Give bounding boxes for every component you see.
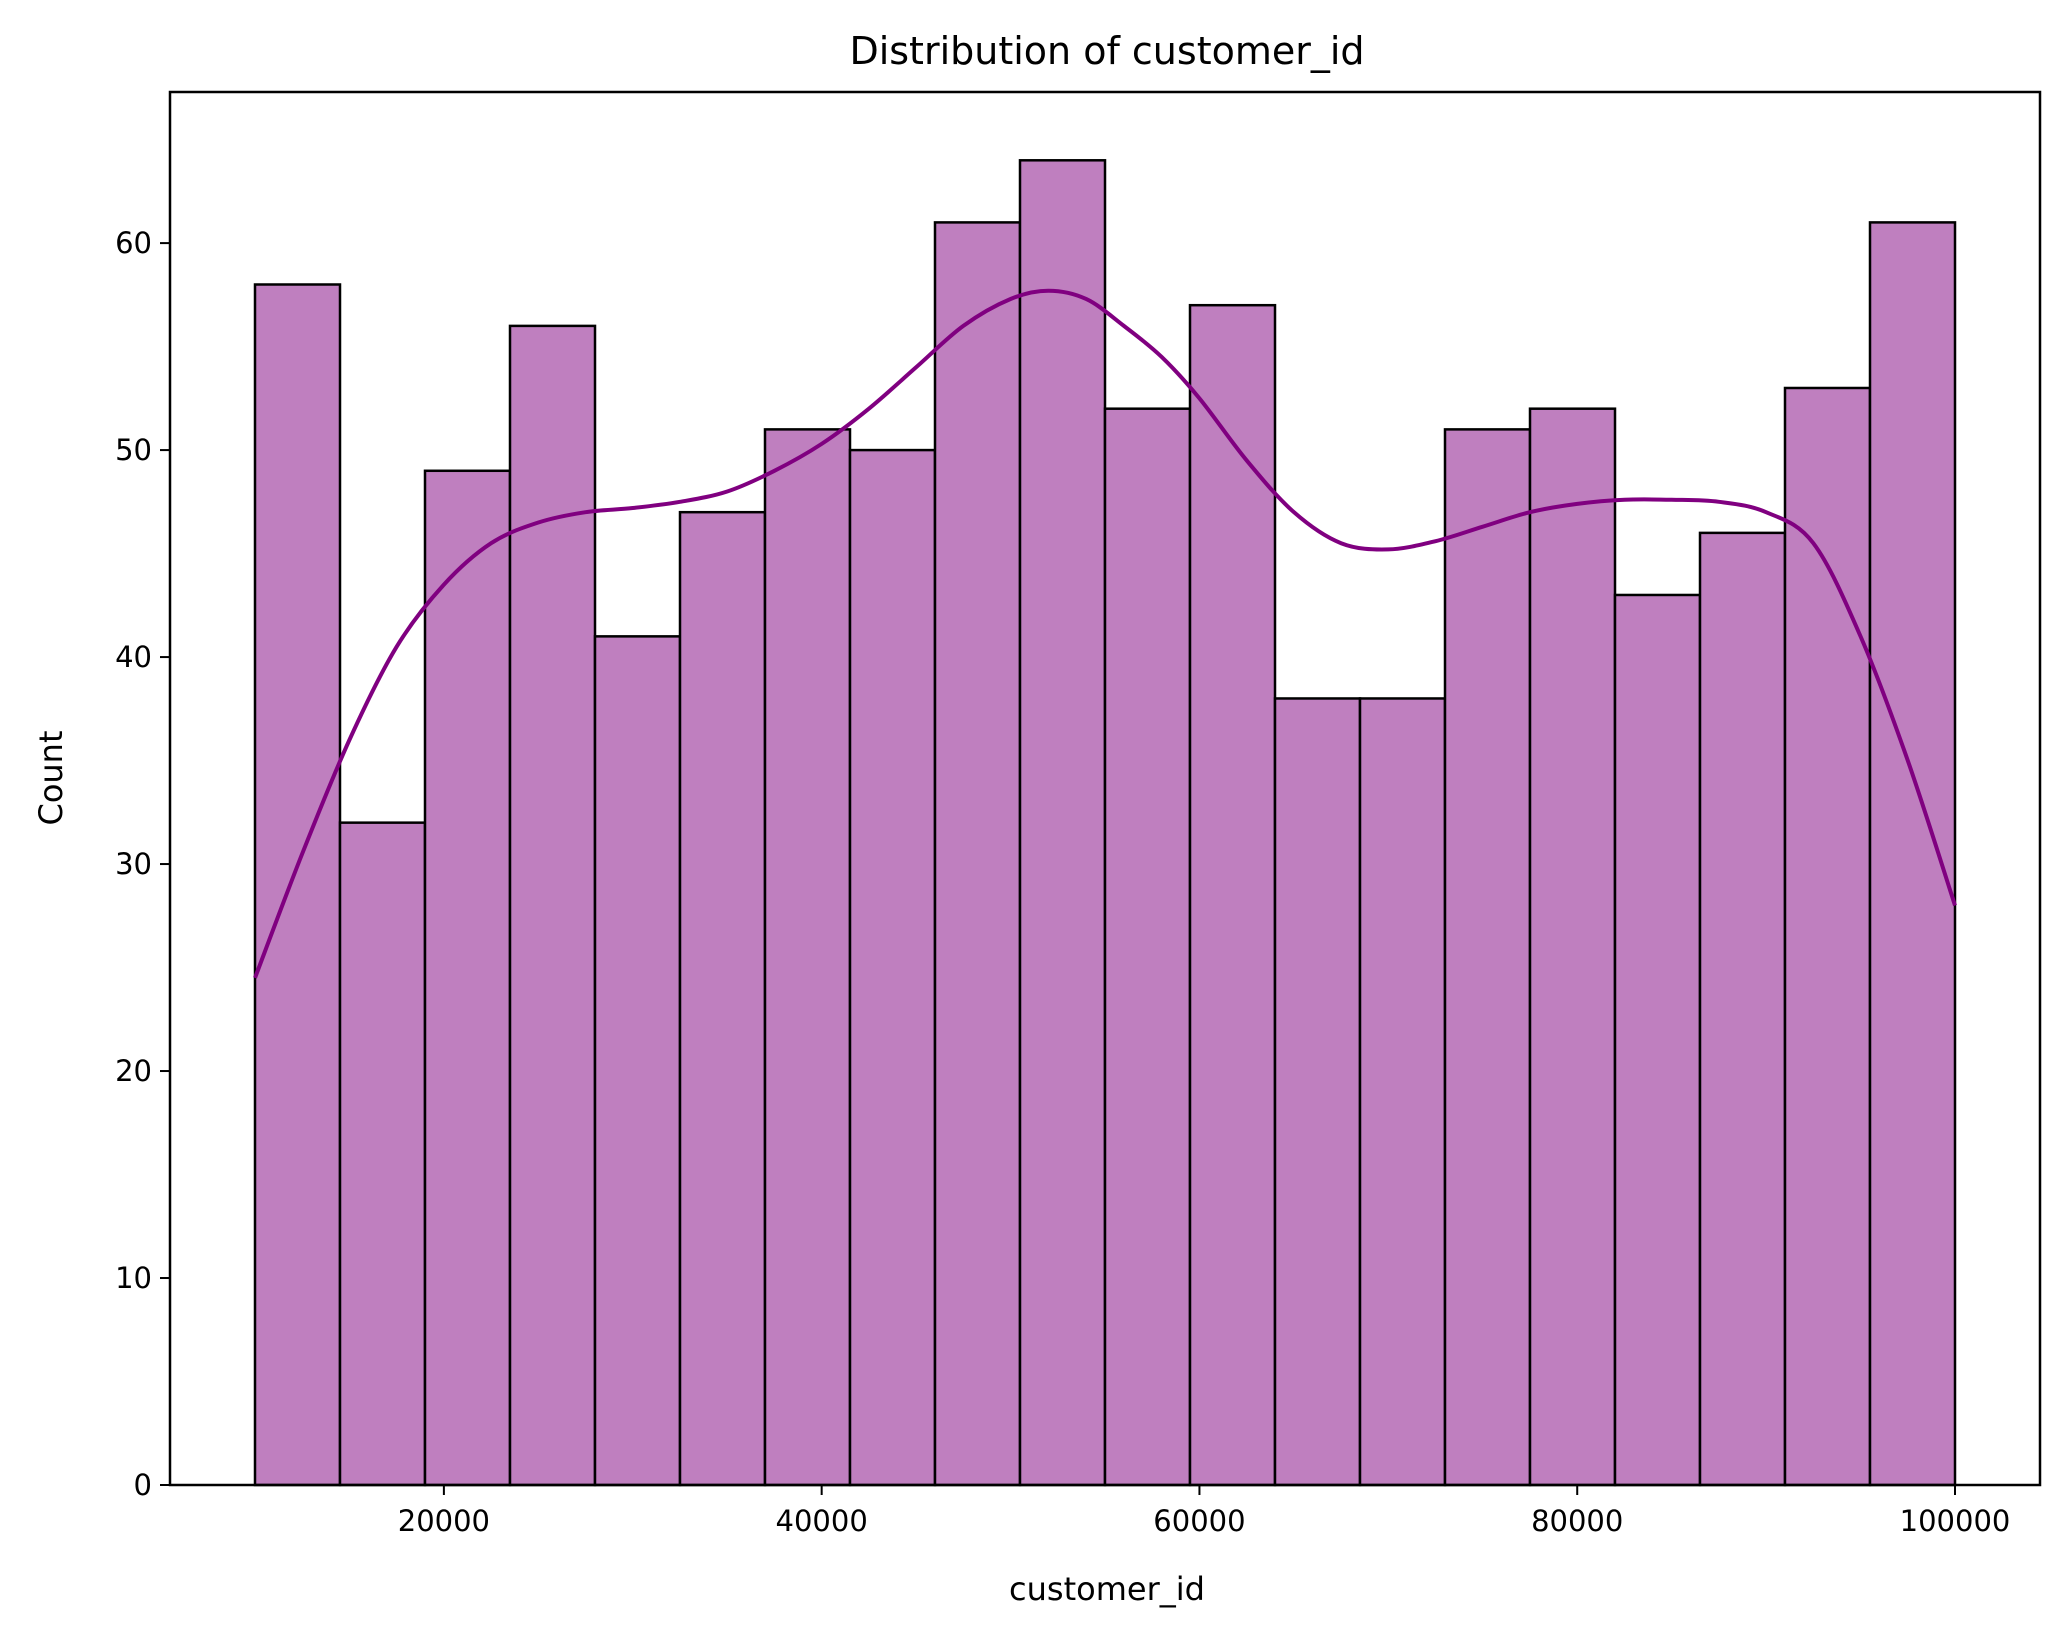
histogram-bar (1783, 386, 1872, 1487)
histogram-bar (848, 448, 937, 1487)
kde-curve (253, 288, 1957, 979)
histogram-bar (1273, 697, 1362, 1487)
y-tick-label: 30 (115, 847, 152, 881)
y-tick-label: 0 (134, 1468, 152, 1502)
histogram-bar (593, 635, 682, 1487)
y-axis-ticks: 0 10 20 30 40 50 60 (115, 226, 170, 1502)
x-tick-label: 100000 (1900, 1504, 2011, 1538)
x-tick-label: 40000 (776, 1504, 868, 1538)
y-tick-label: 10 (115, 1261, 152, 1295)
histogram-bar (1443, 428, 1532, 1487)
histogram-bar (1868, 221, 1957, 1487)
histogram-bar (933, 221, 1022, 1487)
histogram-bars (253, 159, 1957, 1487)
y-tick-label: 40 (115, 640, 152, 674)
histogram-bar (508, 324, 597, 1487)
chart-title: Distribution of customer_id (849, 29, 1364, 73)
plot-frame (168, 90, 2042, 1487)
x-axis-ticks: 20000 40000 60000 80000 100000 (398, 1485, 2011, 1538)
histogram-bar (763, 428, 852, 1487)
x-tick-label: 20000 (398, 1504, 490, 1538)
x-tick-label: 60000 (1153, 1504, 1245, 1538)
histogram-bar (253, 283, 342, 1487)
histogram-bar (1103, 407, 1192, 1487)
histogram-bar (423, 469, 512, 1487)
histogram-bar (678, 510, 767, 1487)
y-tick-label: 50 (115, 433, 152, 467)
y-axis-label: Count (32, 730, 70, 825)
y-tick-label: 60 (115, 226, 152, 260)
histogram-bar (1188, 303, 1277, 1487)
histogram-bar (1528, 407, 1617, 1487)
histogram-bar (1018, 159, 1107, 1487)
histogram-bar (1698, 531, 1787, 1487)
y-tick-label: 20 (115, 1054, 152, 1088)
histogram-bar (1358, 697, 1447, 1487)
histogram-bar (1613, 593, 1702, 1487)
histogram-bar (338, 821, 427, 1487)
x-tick-label: 80000 (1531, 1504, 1623, 1538)
x-axis-label: customer_id (1009, 1570, 1205, 1608)
